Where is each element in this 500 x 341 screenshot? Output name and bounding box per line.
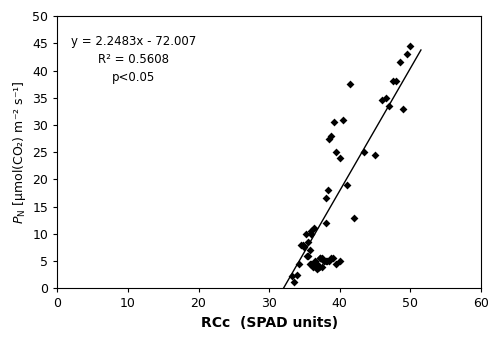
Point	[302, 231, 310, 237]
Text: y = 2.2483x - 72.007
R² = 0.5608
p<0.05: y = 2.2483x - 72.007 R² = 0.5608 p<0.05	[71, 35, 196, 84]
Point	[330, 120, 338, 125]
Point	[313, 261, 321, 267]
Point	[306, 248, 314, 253]
Point	[360, 149, 368, 155]
Point	[297, 242, 305, 248]
Point	[406, 43, 414, 49]
Point	[299, 242, 307, 248]
Point	[313, 267, 321, 272]
Point	[332, 149, 340, 155]
Point	[306, 261, 314, 267]
Point	[316, 256, 324, 261]
Point	[328, 133, 336, 138]
Point	[302, 253, 310, 258]
Point	[325, 258, 333, 264]
Point	[318, 256, 326, 261]
Point	[320, 258, 328, 264]
Point	[325, 136, 333, 141]
Point	[322, 258, 330, 264]
Point	[378, 98, 386, 103]
Point	[290, 279, 298, 284]
Point	[403, 51, 411, 57]
Point	[311, 258, 319, 264]
Point	[320, 258, 328, 264]
Point	[316, 256, 324, 261]
Point	[328, 256, 336, 261]
Point	[304, 239, 312, 245]
Point	[310, 226, 318, 231]
Point	[314, 264, 322, 269]
Point	[400, 106, 407, 112]
Point	[392, 79, 400, 84]
Point	[382, 95, 390, 101]
Point	[308, 261, 316, 267]
Point	[346, 81, 354, 87]
Y-axis label: $\mathit{P}_{\mathrm{N}}$ [μmol(CO₂) m⁻² s⁻¹]: $\mathit{P}_{\mathrm{N}}$ [μmol(CO₂) m⁻²…	[11, 80, 28, 224]
Point	[318, 264, 326, 269]
Point	[396, 60, 404, 65]
Point	[300, 245, 308, 250]
Point	[328, 256, 336, 261]
Point	[324, 188, 332, 193]
Point	[323, 258, 331, 264]
Point	[314, 264, 322, 269]
Point	[294, 272, 302, 278]
Point	[332, 261, 340, 267]
Point	[336, 258, 344, 264]
Point	[308, 231, 316, 237]
Point	[343, 182, 351, 188]
Point	[311, 261, 319, 267]
Point	[308, 228, 316, 234]
Point	[309, 264, 317, 269]
Point	[322, 220, 330, 226]
Point	[296, 261, 304, 267]
Point	[340, 117, 347, 122]
Point	[322, 196, 330, 201]
Point	[371, 152, 379, 158]
Point	[304, 253, 312, 258]
Point	[288, 273, 296, 279]
Point	[385, 103, 393, 109]
Point	[350, 215, 358, 220]
X-axis label: RCc  (SPAD units): RCc (SPAD units)	[200, 316, 338, 330]
Point	[388, 79, 396, 84]
Point	[336, 155, 344, 160]
